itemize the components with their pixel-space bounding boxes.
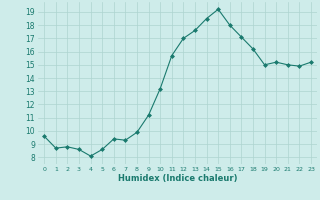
X-axis label: Humidex (Indice chaleur): Humidex (Indice chaleur) [118,174,237,183]
